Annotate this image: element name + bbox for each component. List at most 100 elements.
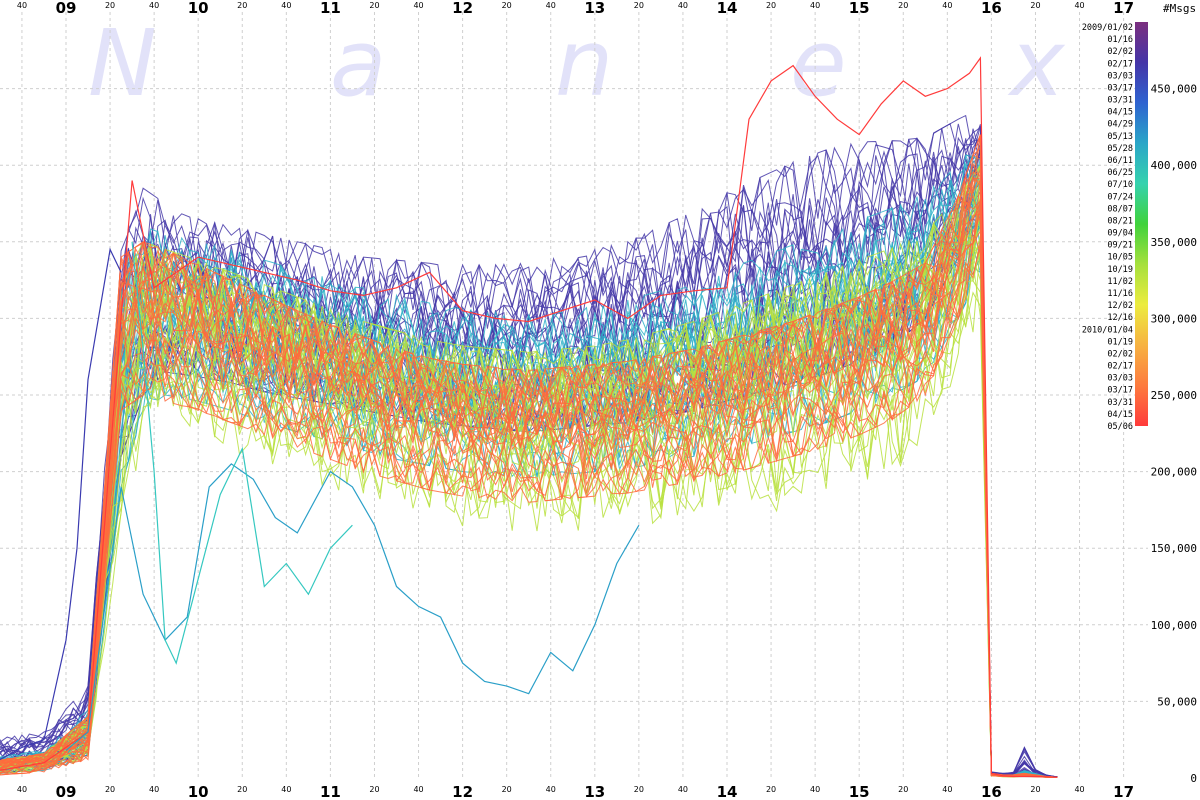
band-line [0,202,1058,778]
x-minute-label: 40 [149,785,159,794]
band-line [0,133,1058,778]
x-hour-label: 15 [849,783,870,800]
band-line [0,201,1058,778]
legend-date-label: 03/31 [1107,96,1133,106]
band-line [0,134,1058,778]
legend-date-label: 2010/01/04 [1082,325,1133,335]
y-tick-label: 50,000 [1157,695,1197,708]
x-minute-label: 20 [1030,785,1040,794]
band-line [0,228,1058,778]
x-minute-label: 20 [237,1,247,10]
legend-date-label: 03/03 [1107,374,1133,384]
x-hour-label: 15 [849,0,870,17]
y-tick-label: 200,000 [1151,466,1197,479]
legend-date-label: 07/24 [1107,192,1133,202]
x-minute-label: 20 [766,1,776,10]
x-hour-label: 12 [452,783,473,800]
x-hour-label: 10 [188,783,209,800]
band-line [0,237,1058,778]
x-minute-label: 40 [810,1,820,10]
y-tick-label: 350,000 [1151,236,1197,249]
legend-date-label: 04/15 [1107,108,1133,118]
x-hour-label: 09 [56,0,77,17]
x-minute-label: 40 [17,1,27,10]
band-line [0,123,1058,778]
series-line [131,241,353,665]
band-line [0,134,1058,778]
legend-date-label: 09/21 [1107,241,1133,251]
band-line [0,176,1058,778]
x-axis-bottom: 40 09 20 40 10 20 40 11 20 40 12 20 40 13 20 40 14 20 40 15… [17,783,1134,800]
y-tick-label: 150,000 [1151,542,1197,555]
x-hour-label: 14 [717,783,738,800]
x-minute-label: 20 [502,1,512,10]
y-tick-label: 400,000 [1151,159,1197,172]
x-minute-label: 20 [369,785,379,794]
x-minute-label: 40 [413,785,423,794]
legend-date-label: 09/04 [1107,229,1133,239]
x-minute-label: 40 [942,1,952,10]
x-minute-label: 40 [1074,1,1084,10]
x-minute-label: 20 [105,1,115,10]
legend-date-label: 10/05 [1107,253,1133,263]
x-minute-label: 40 [281,785,291,794]
legend-date-label: 06/11 [1107,156,1133,166]
band-line [0,229,1058,778]
legend-date-label: 04/29 [1107,120,1133,130]
x-minute-label: 20 [502,785,512,794]
x-minute-label: 40 [546,785,556,794]
legend-date-label: 03/31 [1107,398,1133,408]
watermark-letter: x [1007,10,1066,117]
legend-date-label: 11/02 [1107,277,1133,287]
legend-date-label: 05/28 [1107,144,1133,154]
y-tick-label: 250,000 [1151,389,1197,402]
series-lines [0,56,1058,778]
band-line [0,135,1058,778]
series-line [65,463,640,751]
grid-lines [0,12,1148,778]
band-line [0,169,1058,778]
legend-date-label: 11/16 [1107,289,1133,299]
legend-date-label: 2009/01/02 [1082,23,1133,33]
legend-date-label: 03/17 [1107,386,1133,396]
x-minute-label: 20 [1030,1,1040,10]
color-legend: 2009/01/02 01/16 02/02 02/17 03/03 03/17 03/31… [1082,22,1148,432]
legend-date-label: 01/16 [1107,35,1133,45]
legend-date-label: 03/17 [1107,83,1133,93]
x-hour-label: 17 [1113,0,1134,17]
band-line [0,134,1058,778]
x-hour-label: 12 [452,0,473,17]
watermark-letter: N [88,10,157,117]
x-hour-label: 13 [584,783,605,800]
x-minute-label: 20 [369,1,379,10]
x-hour-label: 11 [320,0,341,17]
legend-date-label: 05/06 [1107,422,1133,432]
watermark-letter: n [555,10,613,117]
x-hour-label: 17 [1113,783,1134,800]
legend-date-label: 02/17 [1107,362,1133,372]
x-hour-label: 16 [981,0,1002,17]
y-tick-label: 100,000 [1151,619,1197,632]
y-tick-label: 300,000 [1151,312,1197,325]
band-line [0,246,1058,778]
x-minute-label: 40 [810,785,820,794]
band-line [0,199,1058,778]
band-line [0,147,1058,778]
band-line [0,240,1058,778]
legend-date-label: 06/25 [1107,168,1133,178]
legend-date-label: 04/15 [1107,410,1133,420]
x-minute-label: 20 [634,1,644,10]
legend-date-label: 08/21 [1107,216,1133,226]
y-tick-label: 450,000 [1151,83,1197,96]
x-hour-label: 10 [188,0,209,17]
watermark-letter: a [330,10,386,117]
watermark-letter: e [790,10,847,117]
legend-date-label: 10/19 [1107,265,1133,275]
x-hour-label: 13 [584,0,605,17]
series-bands [0,114,1058,778]
legend-date-label: 02/02 [1107,349,1133,359]
legend-date-label: 01/19 [1107,337,1133,347]
legend-date-label: 08/07 [1107,204,1133,214]
legend-color-bar [1135,22,1148,426]
